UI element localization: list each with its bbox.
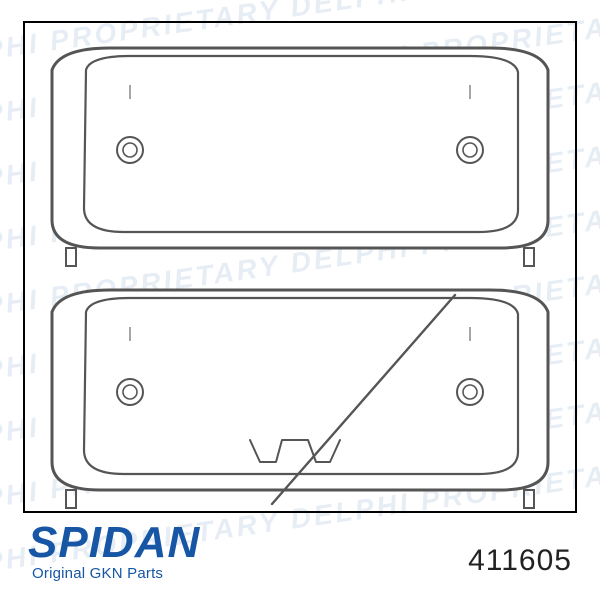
brake-pad-bottom xyxy=(52,290,548,508)
brake-pad-diagram xyxy=(0,0,600,600)
brand-logo-text: SPIDAN xyxy=(28,523,200,563)
brand-tagline: Original GKN Parts xyxy=(32,565,200,582)
product-image-card: DELPHI PROPRIETARY DELPHI PROPRIETARY DE… xyxy=(0,0,600,600)
brand-block: SPIDAN Original GKN Parts xyxy=(28,523,200,582)
brake-pad-top xyxy=(52,48,548,266)
part-number: 411605 xyxy=(468,544,572,578)
